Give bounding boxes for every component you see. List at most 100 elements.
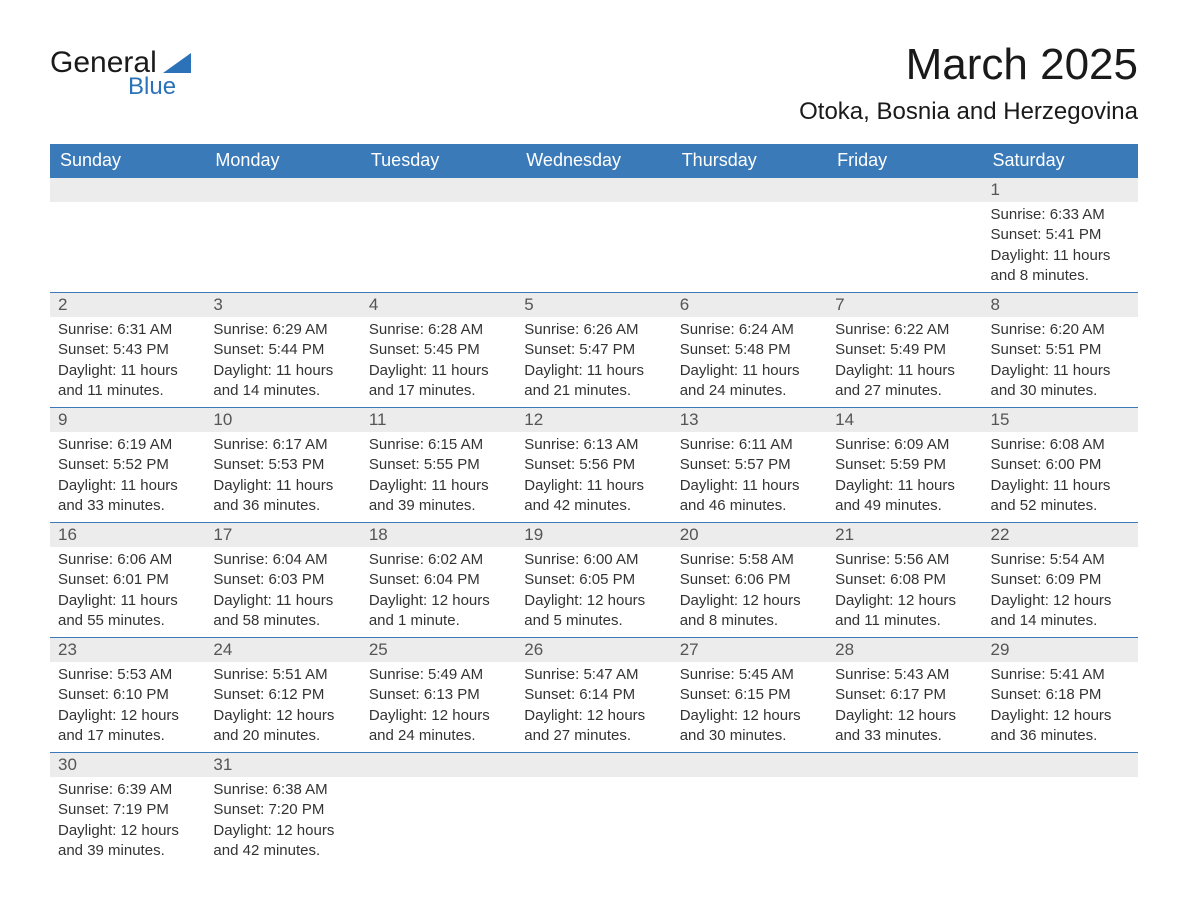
daylight-text: Daylight: 11 hours and 33 minutes. <box>58 476 197 517</box>
brand-logo: General Blue <box>50 40 191 99</box>
day-detail-cell: Sunrise: 6:13 AMSunset: 5:56 PMDaylight:… <box>516 432 671 523</box>
day-detail-row: Sunrise: 5:53 AMSunset: 6:10 PM Daylight:… <box>50 662 1138 753</box>
sunrise-text: Sunrise: 6:38 AM <box>213 780 352 800</box>
sunrise-text: Sunrise: 6:15 AM <box>369 435 508 455</box>
day-detail-cell: Sunrise: 5:54 AMSunset: 6:09 PMDaylight:… <box>983 547 1138 638</box>
daylight-text: Daylight: 12 hours and 1 minute. <box>369 591 508 632</box>
sunset-text: Sunset: 6:06 PM <box>680 570 819 590</box>
day-detail-cell: Sunrise: 5:45 AMSunset: 6:15 PMDaylight:… <box>672 662 827 753</box>
day-detail-cell <box>672 202 827 293</box>
sunset-text: Sunset: 5:52 PM <box>58 455 197 475</box>
day-number-cell: 16 <box>50 523 205 548</box>
day-detail-cell: Sunrise: 6:31 AMSunset: 5:43 PMDaylight:… <box>50 317 205 408</box>
day-number-row: 1 <box>50 178 1138 203</box>
sunrise-text: Sunrise: 5:53 AM <box>58 665 197 685</box>
day-detail-cell: Sunrise: 6:04 AMSunset: 6:03 PMDaylight:… <box>205 547 360 638</box>
day-number-cell: 24 <box>205 638 360 663</box>
day-number-cell: 23 <box>50 638 205 663</box>
day-detail-cell: Sunrise: 6:38 AMSunset: 7:20 PMDaylight:… <box>205 777 360 867</box>
daylight-text: Daylight: 12 hours and 5 minutes. <box>524 591 663 632</box>
weekday-header: Monday <box>205 144 360 178</box>
sunrise-text: Sunrise: 5:47 AM <box>524 665 663 685</box>
sunset-text: Sunset: 6:10 PM <box>58 685 197 705</box>
day-number-cell: 29 <box>983 638 1138 663</box>
sunset-text: Sunset: 6:13 PM <box>369 685 508 705</box>
day-detail-cell <box>827 777 982 867</box>
day-detail-cell: Sunrise: 5:56 AMSunset: 6:08 PMDaylight:… <box>827 547 982 638</box>
day-detail-cell <box>516 202 671 293</box>
daylight-text: Daylight: 12 hours and 24 minutes. <box>369 706 508 747</box>
day-number-cell <box>361 178 516 203</box>
sunrise-text: Sunrise: 6:31 AM <box>58 320 197 340</box>
sunrise-text: Sunrise: 6:33 AM <box>991 205 1130 225</box>
sunrise-text: Sunrise: 5:51 AM <box>213 665 352 685</box>
day-number-cell: 6 <box>672 293 827 318</box>
sunrise-text: Sunrise: 6:29 AM <box>213 320 352 340</box>
day-detail-row: Sunrise: 6:19 AMSunset: 5:52 PMDaylight:… <box>50 432 1138 523</box>
daylight-text: Daylight: 11 hours and 30 minutes. <box>991 361 1130 402</box>
day-number-cell: 4 <box>361 293 516 318</box>
day-number-cell <box>361 753 516 778</box>
daylight-text: Daylight: 11 hours and 11 minutes. <box>58 361 197 402</box>
sunset-text: Sunset: 5:57 PM <box>680 455 819 475</box>
sunrise-text: Sunrise: 6:39 AM <box>58 780 197 800</box>
weekday-header: Sunday <box>50 144 205 178</box>
day-detail-cell: Sunrise: 6:20 AMSunset: 5:51 PMDaylight:… <box>983 317 1138 408</box>
weekday-header-row: Sunday Monday Tuesday Wednesday Thursday… <box>50 144 1138 178</box>
day-detail-row: Sunrise: 6:06 AMSunset: 6:01 PMDaylight:… <box>50 547 1138 638</box>
day-detail-cell: Sunrise: 6:19 AMSunset: 5:52 PMDaylight:… <box>50 432 205 523</box>
day-detail-cell <box>516 777 671 867</box>
day-detail-cell <box>361 202 516 293</box>
daylight-text: Daylight: 12 hours and 11 minutes. <box>835 591 974 632</box>
daylight-text: Daylight: 11 hours and 58 minutes. <box>213 591 352 632</box>
day-number-cell: 12 <box>516 408 671 433</box>
day-number-row: 3031 <box>50 753 1138 778</box>
day-detail-cell <box>983 777 1138 867</box>
sunset-text: Sunset: 5:51 PM <box>991 340 1130 360</box>
day-number-row: 16171819202122 <box>50 523 1138 548</box>
month-title: March 2025 <box>799 40 1138 90</box>
daylight-text: Daylight: 12 hours and 42 minutes. <box>213 821 352 862</box>
day-number-cell: 3 <box>205 293 360 318</box>
sunset-text: Sunset: 6:04 PM <box>369 570 508 590</box>
daylight-text: Daylight: 11 hours and 42 minutes. <box>524 476 663 517</box>
day-number-cell: 31 <box>205 753 360 778</box>
day-detail-cell: Sunrise: 6:00 AMSunset: 6:05 PMDaylight:… <box>516 547 671 638</box>
daylight-text: Daylight: 12 hours and 39 minutes. <box>58 821 197 862</box>
brand-triangle-icon <box>163 53 191 73</box>
day-detail-cell <box>827 202 982 293</box>
calendar-table: Sunday Monday Tuesday Wednesday Thursday… <box>50 144 1138 867</box>
sunset-text: Sunset: 6:17 PM <box>835 685 974 705</box>
sunrise-text: Sunrise: 5:54 AM <box>991 550 1130 570</box>
day-detail-row: Sunrise: 6:33 AMSunset: 5:41 PMDaylight:… <box>50 202 1138 293</box>
day-number-cell: 14 <box>827 408 982 433</box>
sunrise-text: Sunrise: 6:26 AM <box>524 320 663 340</box>
daylight-text: Daylight: 11 hours and 14 minutes. <box>213 361 352 402</box>
sunset-text: Sunset: 5:47 PM <box>524 340 663 360</box>
sunrise-text: Sunrise: 5:56 AM <box>835 550 974 570</box>
sunset-text: Sunset: 6:00 PM <box>991 455 1130 475</box>
sunset-text: Sunset: 5:49 PM <box>835 340 974 360</box>
sunrise-text: Sunrise: 5:41 AM <box>991 665 1130 685</box>
day-number-cell: 30 <box>50 753 205 778</box>
day-number-cell: 13 <box>672 408 827 433</box>
day-number-cell <box>827 753 982 778</box>
weekday-header: Tuesday <box>361 144 516 178</box>
day-detail-cell: Sunrise: 6:33 AMSunset: 5:41 PMDaylight:… <box>983 202 1138 293</box>
day-number-cell: 18 <box>361 523 516 548</box>
sunset-text: Sunset: 6:18 PM <box>991 685 1130 705</box>
day-detail-cell: Sunrise: 6:08 AMSunset: 6:00 PMDaylight:… <box>983 432 1138 523</box>
day-number-cell: 28 <box>827 638 982 663</box>
sunset-text: Sunset: 5:48 PM <box>680 340 819 360</box>
sunset-text: Sunset: 6:14 PM <box>524 685 663 705</box>
day-detail-cell: Sunrise: 5:41 AMSunset: 6:18 PMDaylight:… <box>983 662 1138 753</box>
day-number-cell: 1 <box>983 178 1138 203</box>
day-detail-cell: Sunrise: 6:24 AMSunset: 5:48 PMDaylight:… <box>672 317 827 408</box>
daylight-text: Daylight: 11 hours and 49 minutes. <box>835 476 974 517</box>
title-block: March 2025 Otoka, Bosnia and Herzegovina <box>799 40 1138 126</box>
sunset-text: Sunset: 6:12 PM <box>213 685 352 705</box>
day-number-cell: 21 <box>827 523 982 548</box>
daylight-text: Daylight: 11 hours and 17 minutes. <box>369 361 508 402</box>
sunrise-text: Sunrise: 6:17 AM <box>213 435 352 455</box>
daylight-text: Daylight: 12 hours and 36 minutes. <box>991 706 1130 747</box>
